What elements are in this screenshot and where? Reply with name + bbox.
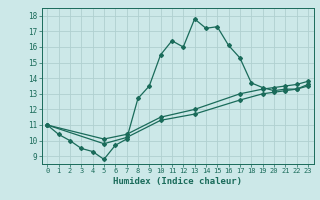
X-axis label: Humidex (Indice chaleur): Humidex (Indice chaleur): [113, 177, 242, 186]
